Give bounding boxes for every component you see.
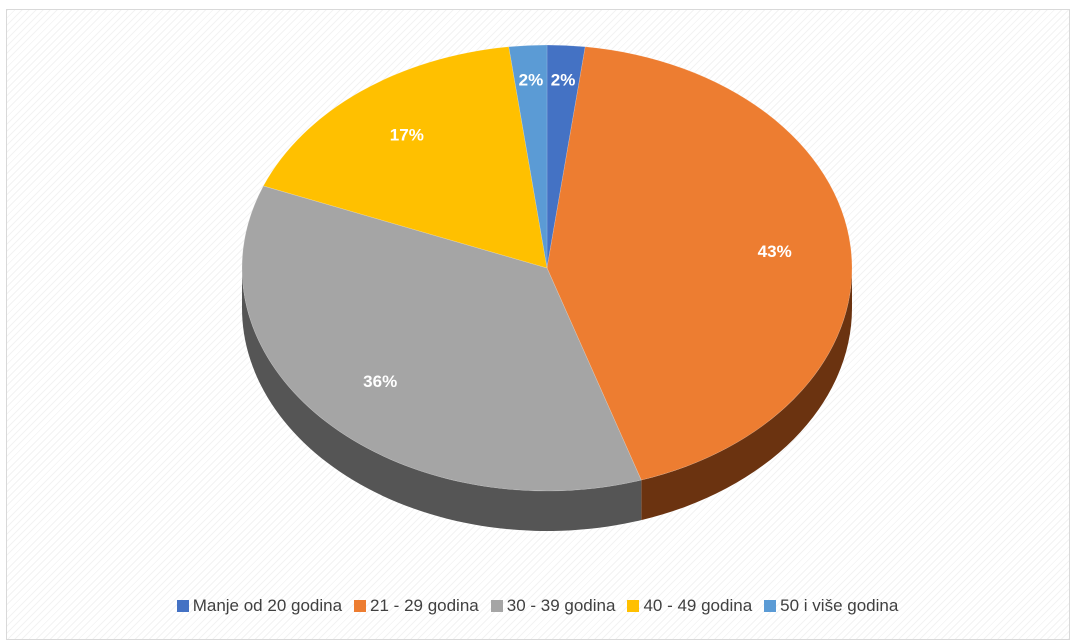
legend-label: 21 - 29 godina	[370, 596, 479, 615]
pie-slice-21-29-godina[interactable]	[546, 46, 853, 481]
legend-swatch	[764, 600, 777, 612]
pie-depth-sides	[241, 268, 853, 532]
data-label-30-39-godina: 36%	[363, 372, 397, 391]
legend-swatch	[490, 600, 503, 612]
data-label-50-i-vi-e-godina: 2%	[519, 70, 544, 89]
legend-swatch	[176, 600, 189, 612]
legend-label: 30 - 39 godina	[506, 596, 616, 615]
legend-item-50-i-vi-e-godina[interactable]: 50 i više godina	[764, 596, 898, 616]
pie-labels: 2% 43% 36% 17% 2%	[363, 70, 792, 391]
legend-item-manje-od-20-godina[interactable]: Manje od 20 godina	[176, 596, 343, 616]
data-label-40-49-godina: 17%	[390, 125, 424, 144]
pie-slice-manje-od-20-godina[interactable]	[546, 44, 586, 269]
legend-swatch	[354, 600, 367, 612]
data-label-manje-od-20-godina: 2%	[551, 70, 576, 89]
pie-side-30-39-godina	[241, 268, 642, 532]
pie-slice-40-49-godina[interactable]	[262, 46, 548, 269]
legend-swatch	[627, 600, 640, 612]
pie-slice-50-i-vi-e-godina[interactable]	[508, 44, 548, 269]
legend-label: 40 - 49 godina	[643, 596, 753, 615]
data-label-21-29-godina: 43%	[758, 242, 792, 261]
pie-slice-30-39-godina[interactable]	[241, 185, 642, 492]
legend-item-30-39-godina[interactable]: 30 - 39 godina	[490, 596, 616, 616]
legend-label: Manje od 20 godina	[192, 596, 343, 615]
legend: Manje od 20 godina 21 - 29 godina 30 - 39 …	[0, 596, 1075, 616]
legend-item-40-49-godina[interactable]: 40 - 49 godina	[627, 596, 752, 616]
pie-side-21-29-godina	[641, 268, 853, 521]
pie-slices	[241, 44, 853, 492]
legend-label: 50 i više godina	[780, 596, 899, 615]
legend-item-21-29-godina[interactable]: 21 - 29 godina	[354, 596, 479, 616]
